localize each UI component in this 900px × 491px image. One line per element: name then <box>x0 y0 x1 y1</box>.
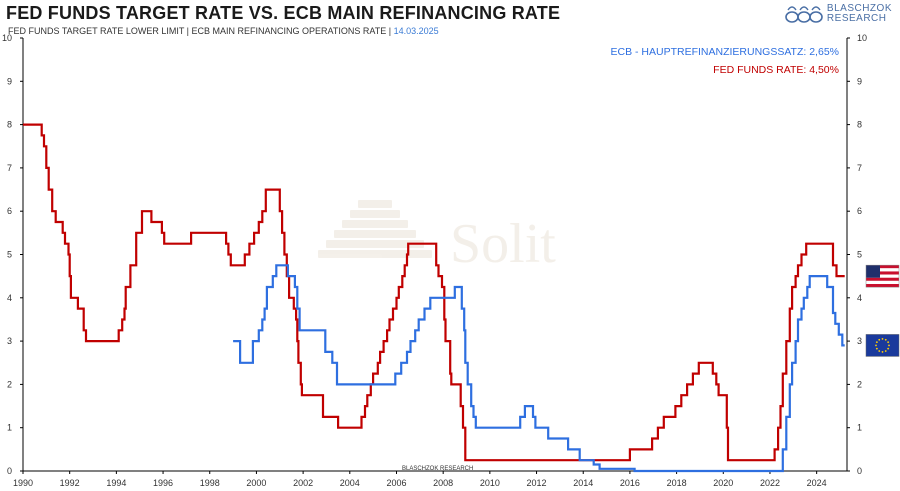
legend-fed: FED FUNDS RATE: 4,50% <box>713 64 839 76</box>
y-tick-label-right: 8 <box>857 120 862 130</box>
x-tick-label: 1998 <box>200 478 220 488</box>
y-tick-label-left: 2 <box>7 379 12 389</box>
footer-credit: BLASCHZOK RESEARCH <box>402 466 473 472</box>
x-tick-label: 1992 <box>60 478 80 488</box>
watermark-text: Solit <box>450 213 556 275</box>
subtitle-date: 14.03.2025 <box>393 26 439 36</box>
logo-line2: RESEARCH <box>826 13 887 24</box>
logo-text: BLASCHZOK RESEARCH <box>827 4 892 24</box>
y-tick-label-right: 10 <box>857 33 867 43</box>
y-tick-label-right: 0 <box>857 466 862 476</box>
x-tick-label: 2010 <box>480 478 500 488</box>
x-tick-label: 2008 <box>433 478 453 488</box>
watermark: Solit <box>318 200 556 275</box>
y-tick-label-right: 7 <box>857 163 862 173</box>
y-tick-label-left: 5 <box>7 250 12 260</box>
y-tick-label-left: 1 <box>7 423 12 433</box>
x-tick-label: 2024 <box>807 478 827 488</box>
x-tick-label: 2022 <box>760 478 780 488</box>
blaschzok-logo: BLASCHZOK RESEARCH <box>784 1 892 27</box>
chart-title: FED FUNDS TARGET RATE VS. ECB MAIN REFIN… <box>6 3 561 23</box>
logo-line1: BLASCHZOK <box>826 3 892 14</box>
y-tick-label-left: 10 <box>2 33 12 43</box>
y-tick-label-right: 2 <box>857 379 862 389</box>
y-tick-label-left: 6 <box>7 206 12 216</box>
x-tick-label: 1990 <box>13 478 33 488</box>
x-tick-label: 2018 <box>667 478 687 488</box>
eu-flag-icon <box>865 334 900 357</box>
x-tick-label: 2000 <box>246 478 266 488</box>
y-tick-label-left: 7 <box>7 163 12 173</box>
x-tick-label: 2004 <box>340 478 360 488</box>
x-tick-label: 2020 <box>713 478 733 488</box>
series-line-fed <box>23 123 845 462</box>
series-line-ecb <box>233 264 845 473</box>
x-tick-label: 2014 <box>573 478 593 488</box>
logo-mark-icon <box>785 6 823 23</box>
series-layer <box>23 123 845 473</box>
x-tick-label: 1996 <box>153 478 173 488</box>
us-flag-icon <box>865 264 900 288</box>
y-tick-label-left: 8 <box>7 120 12 130</box>
x-tick-label: 2006 <box>386 478 406 488</box>
y-tick-label-right: 3 <box>857 336 862 346</box>
y-tick-label-right: 9 <box>857 76 862 86</box>
x-tick-label: 2016 <box>620 478 640 488</box>
x-tick-label: 2012 <box>527 478 547 488</box>
y-tick-label-right: 4 <box>857 293 862 303</box>
y-tick-label-left: 9 <box>7 76 12 86</box>
subtitle-text: FED FUNDS TARGET RATE LOWER LIMIT | ECB … <box>8 26 392 36</box>
y-tick-label-right: 6 <box>857 206 862 216</box>
watermark-stack-icon <box>318 200 432 258</box>
y-tick-label-left: 0 <box>7 466 12 476</box>
x-tick-label: 1994 <box>106 478 126 488</box>
axes: 0 0 1 1 2 2 3 3 4 4 5 5 6 6 7 7 8 8 9 9 10 10 1990 1992 1994 1996… <box>2 33 867 488</box>
x-tick-label: 2002 <box>293 478 313 488</box>
legend-ecb: ECB - HAUPTREFINANZIERUNGSSATZ: 2,65% <box>610 46 839 58</box>
y-tick-label-left: 4 <box>7 293 12 303</box>
y-tick-label-right: 5 <box>857 250 862 260</box>
y-tick-label-right: 1 <box>857 423 862 433</box>
y-tick-label-left: 3 <box>7 336 12 346</box>
chart-subtitle: FED FUNDS TARGET RATE LOWER LIMIT | ECB … <box>8 26 439 36</box>
